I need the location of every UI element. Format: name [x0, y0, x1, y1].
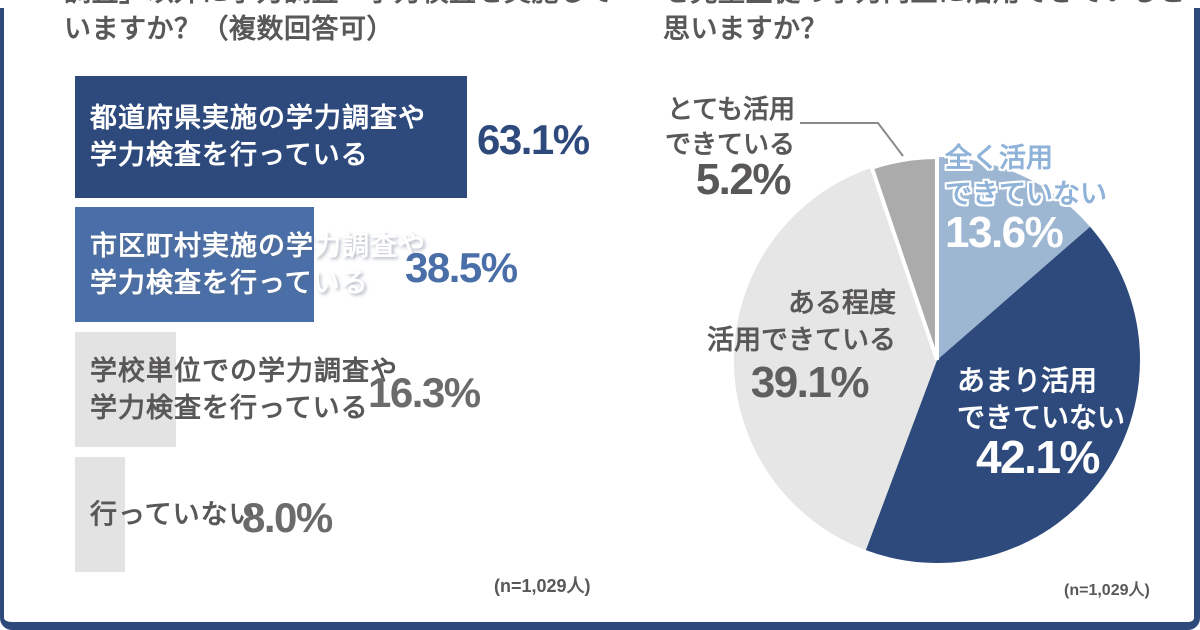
bar-row-prefecture: 都道府県実施の学力調査や 学力検査を行っている 63.1% — [75, 76, 620, 198]
bar-row-none: 行っていない 8.0% — [75, 457, 620, 572]
bar-fill — [75, 207, 315, 322]
bar-value-label: 63.1% — [477, 115, 590, 163]
pie-label-very-utilized: とても活用 できている — [664, 94, 795, 159]
bar-row-municipality: 市区町村実施の学力調査や 学力検査を行っている 38.5% — [75, 207, 620, 322]
left-chart-title: 調査」以外に学力調査・学力検査を実施して いますか？（複数回答可） — [64, 0, 613, 44]
bar-category-label: 行っていない — [90, 499, 257, 529]
pie-label-hardly-utilized: あまり活用 できていない — [957, 365, 1126, 433]
bar-category-label: 都道府県実施の学力調査や 学力検査を行っている — [90, 103, 426, 170]
pie-value-very-utilized: 5.2% — [695, 155, 792, 204]
right-sample-size-note: (n=1,029人) — [1064, 582, 1150, 599]
bar-value-label: 8.0% — [242, 493, 333, 541]
pie-label-somewhat-utilized: ある程度 活用できている — [707, 288, 896, 355]
left-sample-size-note: (n=1,029人) — [494, 576, 591, 596]
bar-row-school-unit: 学校単位での学力調査や 学力検査を行っている 16.3% — [75, 332, 620, 447]
pie-value-not-at-all-utilized: 13.6% — [945, 208, 1064, 257]
bar-category-label: 学校単位での学力調査や 学力検査を行っている — [90, 355, 398, 423]
pie-value-somewhat-utilized: 39.1% — [750, 358, 870, 407]
bar-fill — [75, 332, 177, 447]
pie-value-hardly-utilized: 42.1% — [976, 431, 1100, 483]
bar-fill — [75, 457, 125, 572]
bar-value-label: 16.3% — [368, 368, 481, 416]
right-chart-title: を児童生徒の学力向上に活用できていると 思いますか？ — [663, 0, 1185, 44]
bar-fill — [75, 76, 467, 198]
leader-line-totemo — [800, 122, 904, 157]
bar-chart: 都道府県実施の学力調査や 学力検査を行っている 63.1% 市区町村実施の学力調… — [75, 76, 620, 572]
bar-category-label: 市区町村実施の学力調査や 学力検査を行っている — [90, 230, 426, 298]
pie-label-not-at-all-utilized: 全く活用 できていない — [945, 143, 1107, 209]
bar-value-label: 38.5% — [405, 243, 518, 291]
